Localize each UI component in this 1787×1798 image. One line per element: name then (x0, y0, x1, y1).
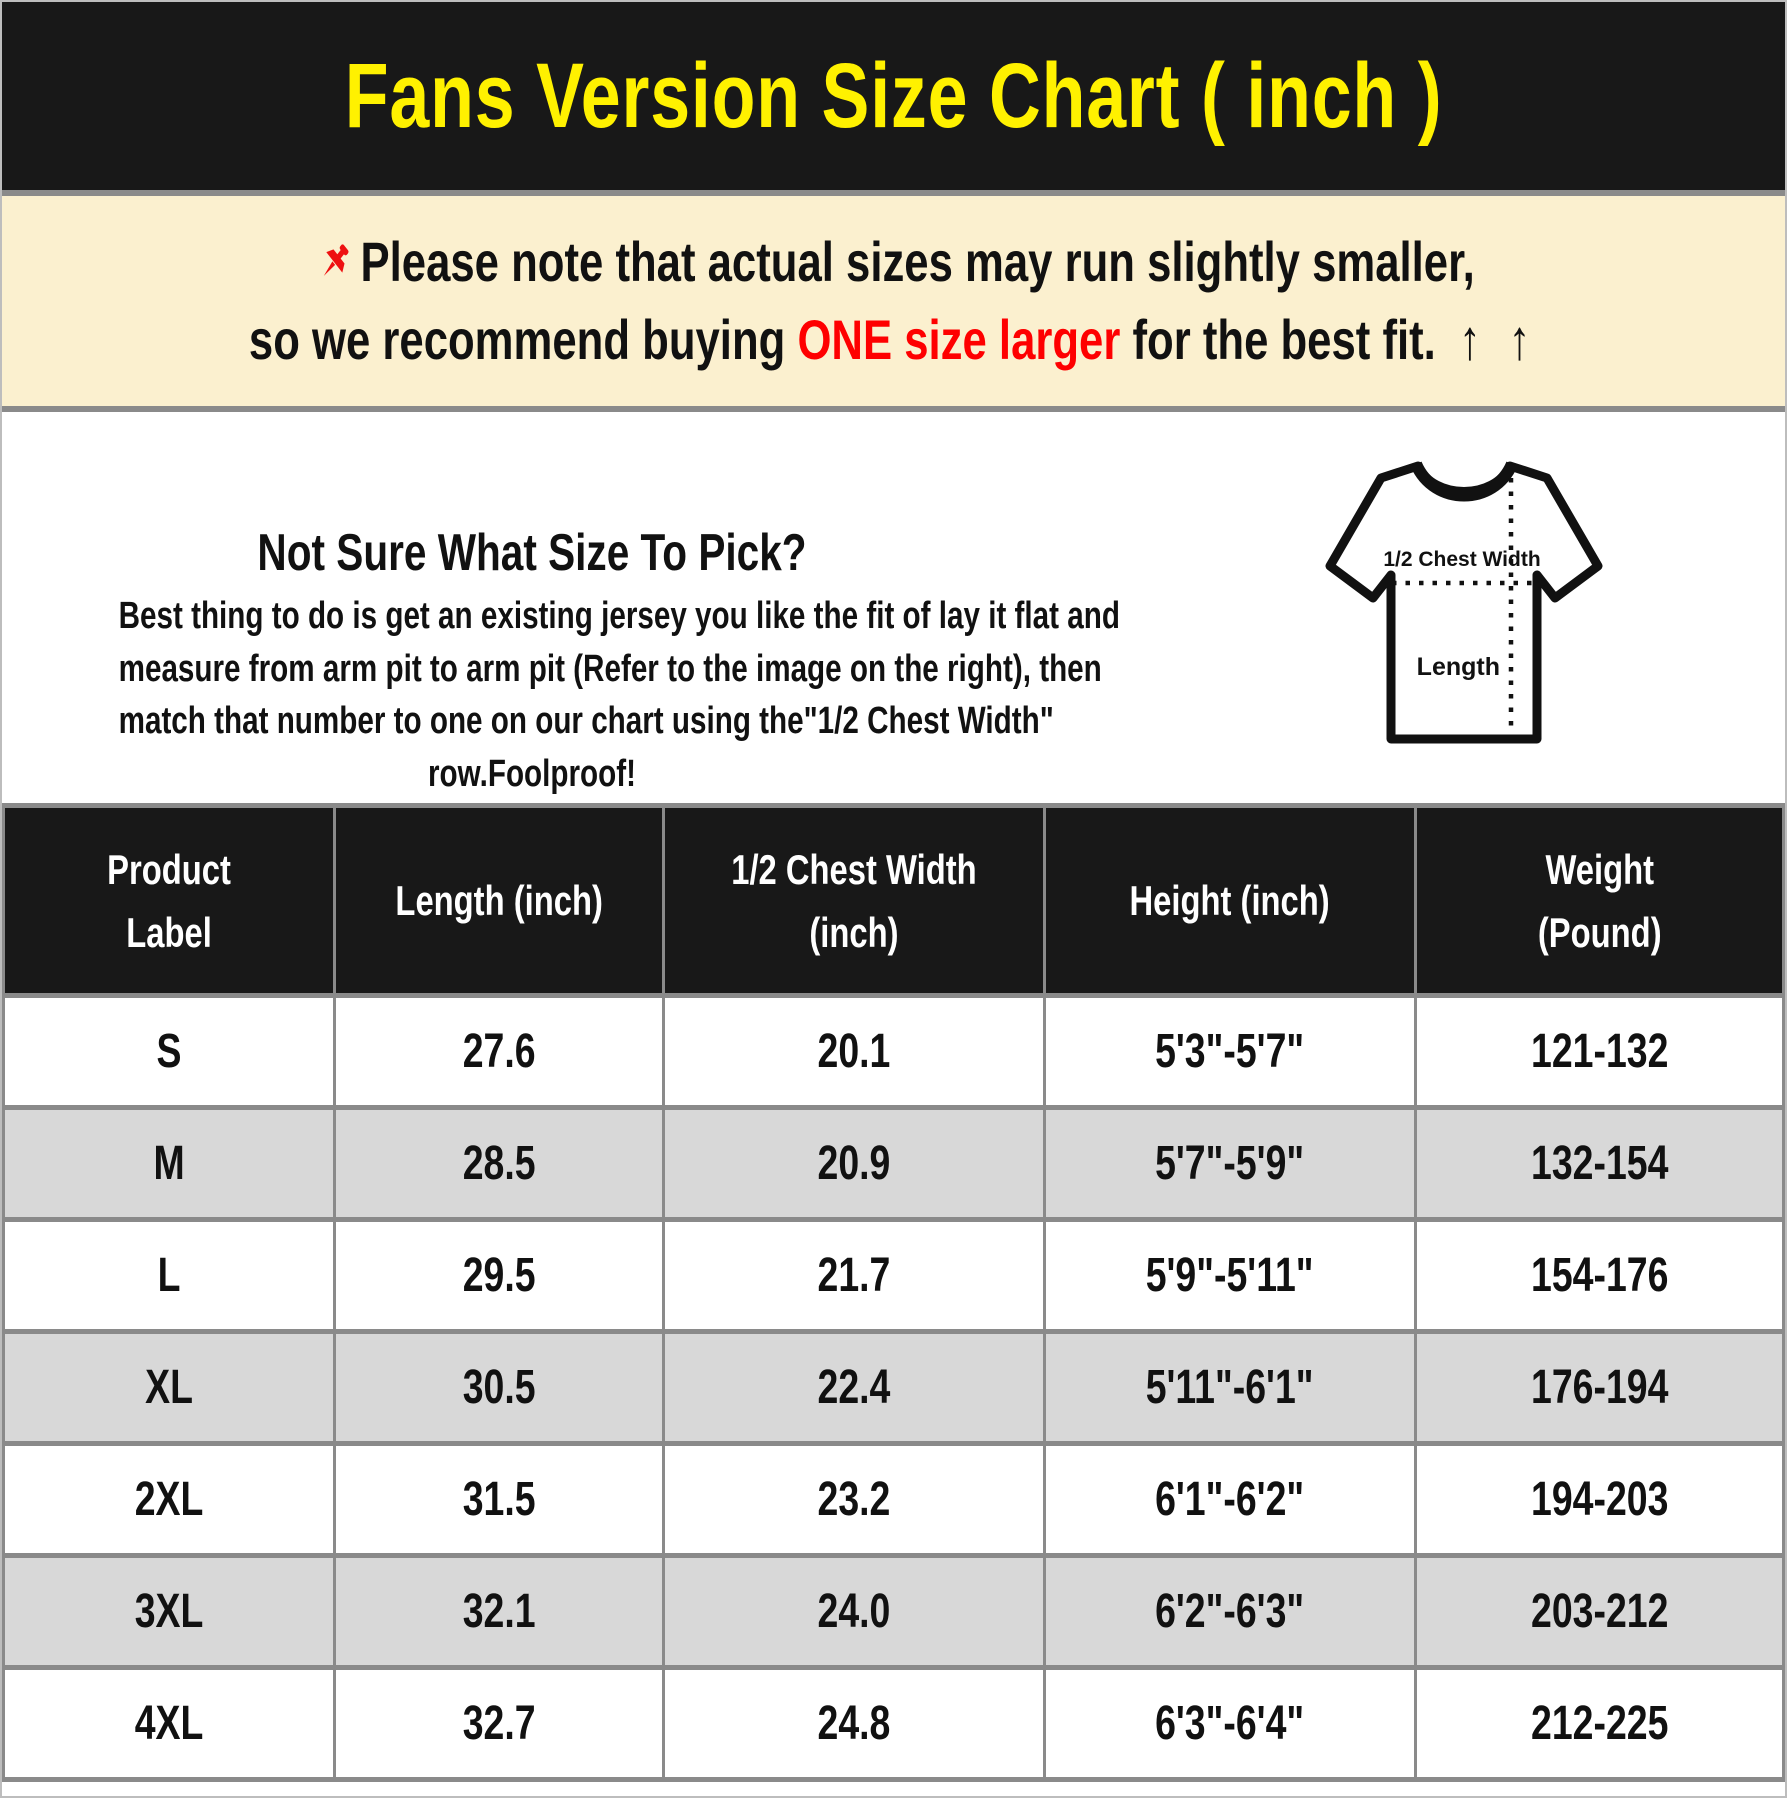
cell-size-label: 4XL (2, 1665, 337, 1782)
header-height: Height (inch) (1043, 803, 1417, 998)
cell-size-label: L (2, 1217, 337, 1334)
cell-weight: 176-194 (1413, 1329, 1785, 1446)
notice-line-2: so we recommend buying ONE size larger f… (198, 309, 1589, 371)
cell-weight: 194-203 (1413, 1441, 1785, 1558)
cell-weight: 203-212 (1413, 1553, 1785, 1670)
cell-length: 28.5 (333, 1105, 666, 1222)
notice-line-1: Please note that actual sizes may run sl… (198, 231, 1589, 295)
table-row-xl: XL 30.5 22.4 5'11"-6'1" 176-194 (2, 1329, 1785, 1446)
cell-height: 5'3"-5'7" (1043, 993, 1417, 1110)
notice-banner: Please note that actual sizes may run sl… (2, 196, 1785, 406)
cell-chest-width: 21.7 (662, 1217, 1047, 1334)
cell-chest-width: 23.2 (662, 1441, 1047, 1558)
cell-height: 5'9"-5'11" (1043, 1217, 1417, 1334)
cell-length: 27.6 (333, 993, 666, 1110)
table-row-2xl: 2XL 31.5 23.2 6'1"-6'2" 194-203 (2, 1441, 1785, 1558)
cell-chest-width: 24.0 (662, 1553, 1047, 1670)
size-table: Product Label Length (inch) 1/2 Chest Wi… (2, 803, 1785, 1782)
cell-height: 6'2"-6'3" (1043, 1553, 1417, 1670)
cell-size-label: 2XL (2, 1441, 337, 1558)
cell-size-label: M (2, 1105, 337, 1222)
section-divider (2, 190, 1785, 196)
cell-height: 6'3"-6'4" (1043, 1665, 1417, 1782)
cell-length: 31.5 (333, 1441, 666, 1558)
page-title: Fans Version Size Chart ( inch ) (344, 44, 1443, 147)
cell-length: 32.1 (333, 1553, 666, 1670)
title-bar: Fans Version Size Chart ( inch ) (2, 2, 1785, 190)
header-chest-width: 1/2 Chest Width (inch) (662, 803, 1047, 998)
guide-heading: Not Sure What Size To Pick? (257, 524, 807, 582)
one-size-larger-highlight: ONE size larger (797, 308, 1121, 372)
tshirt-icon: 1/2 Chest Width Length (1325, 461, 1603, 744)
cell-weight: 212-225 (1413, 1665, 1785, 1782)
table-row-l: L 29.5 21.7 5'9"-5'11" 154-176 (2, 1217, 1785, 1334)
guide-line: measure from arm pit to arm pit (Refer t… (118, 647, 1102, 690)
length-label: Length (1417, 653, 1500, 681)
header-weight: Weight (Pound) (1413, 803, 1785, 998)
cell-chest-width: 22.4 (662, 1329, 1047, 1446)
cell-size-label: XL (2, 1329, 337, 1446)
notice-line-2-suffix: for the best fit. (1132, 308, 1436, 372)
cell-length: 32.7 (333, 1665, 666, 1782)
tshirt-diagram: 1/2 Chest Width Length (1062, 412, 1785, 803)
guide-text-block: Not Sure What Size To Pick? Best thing t… (2, 412, 1120, 803)
cell-weight: 132-154 (1413, 1105, 1785, 1222)
table-row-3xl: 3XL 32.1 24.0 6'2"-6'3" 203-212 (2, 1553, 1785, 1670)
measuring-guide-section: Not Sure What Size To Pick? Best thing t… (2, 412, 1785, 803)
table-row-4xl: 4XL 32.7 24.8 6'3"-6'4" 212-225 (2, 1665, 1785, 1782)
notice-line-1-text: Please note that actual sizes may run sl… (360, 230, 1475, 294)
header-product-label: Product Label (2, 803, 337, 998)
pushpin-icon (323, 244, 349, 277)
cell-height: 6'1"-6'2" (1043, 1441, 1417, 1558)
cell-height: 5'11"-6'1" (1043, 1329, 1417, 1446)
table-row-s: S 27.6 20.1 5'3"-5'7" 121-132 (2, 993, 1785, 1110)
cell-size-label: S (2, 993, 337, 1110)
header-length: Length (inch) (333, 803, 666, 998)
cell-size-label: 3XL (2, 1553, 337, 1670)
cell-chest-width: 24.8 (662, 1665, 1047, 1782)
guide-line: row.Foolproof! (428, 752, 636, 795)
guide-line: Best thing to do is get an existing jers… (118, 595, 1120, 638)
section-divider (2, 406, 1785, 412)
up-arrows: ↑ ↑ (1458, 308, 1539, 372)
cell-weight: 154-176 (1413, 1217, 1785, 1334)
cell-height: 5'7"-5'9" (1043, 1105, 1417, 1222)
table-row-m: M 28.5 20.9 5'7"-5'9" 132-154 (2, 1105, 1785, 1222)
table-header-row: Product Label Length (inch) 1/2 Chest Wi… (2, 803, 1785, 998)
chest-width-label: 1/2 Chest Width (1383, 548, 1540, 571)
guide-line: match that number to one on our chart us… (118, 700, 1054, 743)
cell-weight: 121-132 (1413, 993, 1785, 1110)
cell-length: 30.5 (333, 1329, 666, 1446)
notice-line-2-prefix: so we recommend buying (248, 308, 786, 372)
cell-chest-width: 20.1 (662, 993, 1047, 1110)
cell-length: 29.5 (333, 1217, 666, 1334)
cell-chest-width: 20.9 (662, 1105, 1047, 1222)
